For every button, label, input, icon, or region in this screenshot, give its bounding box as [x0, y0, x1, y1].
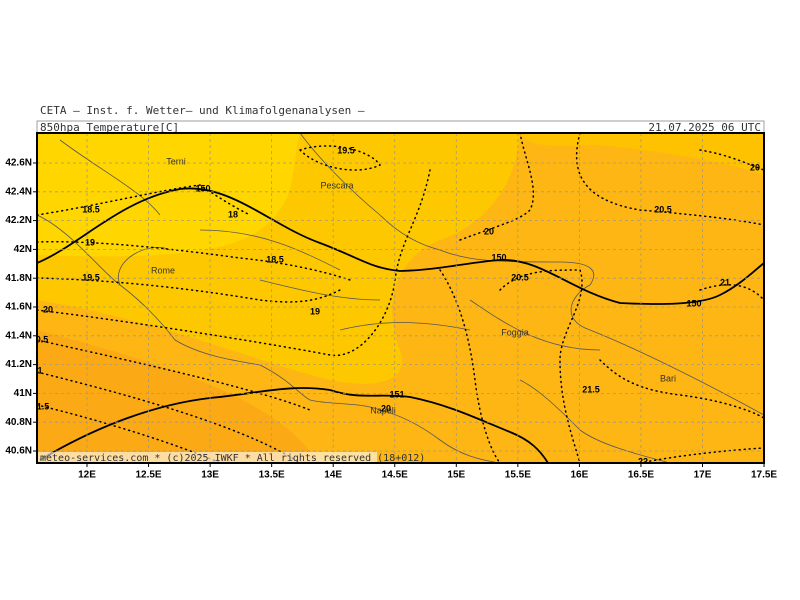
- contour-label: 20: [381, 403, 391, 413]
- mid-field-east: [520, 133, 764, 175]
- cool-field: [37, 133, 300, 257]
- graticule: [37, 133, 764, 463]
- contour-label: 150: [491, 252, 506, 262]
- lat-label: 42.6N: [5, 158, 32, 169]
- lat-label: 41.6N: [5, 302, 32, 313]
- lat-label: 41.4N: [5, 330, 32, 341]
- lon-label: 17E: [694, 470, 712, 481]
- map-frame: [36, 132, 765, 464]
- contour-label: 1: [37, 365, 42, 375]
- header-title: CETA – Inst. f. Wetter– und Klimafolgena…: [40, 104, 365, 117]
- city-label: Napoli: [370, 405, 396, 415]
- lat-label: 40.8N: [5, 417, 32, 428]
- lat-label: 41.2N: [5, 359, 32, 370]
- contour-label: 150: [195, 183, 210, 193]
- lat-label: 42.2N: [5, 215, 32, 226]
- lon-label: 13E: [201, 470, 219, 481]
- city-label: Bari: [660, 373, 676, 383]
- city-label: Rome: [151, 265, 175, 275]
- contour-label: 19.5: [337, 145, 355, 155]
- coastline: [37, 133, 764, 463]
- contour-label: 1.5: [37, 401, 50, 411]
- map-labels: Terni Pescara Rome Foggia Napoli Bari 19.5 18 15…: [36, 145, 760, 466]
- contour-label: 18: [228, 209, 238, 219]
- contour-label: 21.5: [582, 384, 600, 394]
- city-label: Pescara: [320, 180, 353, 190]
- lat-label: 40.6N: [5, 446, 32, 457]
- contour-label: 20: [750, 162, 760, 172]
- lat-label: 41.8N: [5, 273, 32, 284]
- field-name: 850hpa_Temperature[C]: [40, 121, 179, 134]
- city-label: Foggia: [501, 327, 529, 337]
- footer-bar: [37, 452, 377, 463]
- contour-label: 19.5: [82, 272, 100, 282]
- contour-label: 19: [310, 306, 320, 316]
- lon-label: 15.5E: [505, 470, 531, 481]
- contour-label: 20: [484, 226, 494, 236]
- contour-label: 20: [43, 304, 53, 314]
- contour-label: 19: [85, 237, 95, 247]
- contour-label: 21: [720, 277, 730, 287]
- contour-label: 18.5: [82, 204, 100, 214]
- lon-label: 12E: [78, 470, 96, 481]
- contour-label: 18.5: [266, 254, 284, 264]
- contour-label: 20.5: [511, 272, 529, 282]
- lon-label: 13.5E: [259, 470, 285, 481]
- contour-label: 150: [686, 298, 701, 308]
- lon-label: 12.5E: [135, 470, 161, 481]
- contour-label: 151: [389, 389, 404, 399]
- city-label: Terni: [166, 156, 186, 166]
- lat-label: 42.4N: [5, 186, 32, 197]
- lat-label: 41N: [14, 388, 32, 399]
- lon-label: 16.5E: [628, 470, 654, 481]
- footer-credit: meteo-services.com * (c)2025 IWKF * All …: [40, 453, 425, 464]
- contour-label: 0.5: [36, 334, 49, 344]
- lon-label: 14.5E: [382, 470, 408, 481]
- lon-label: 14E: [324, 470, 342, 481]
- warm-field-sw: [37, 330, 320, 463]
- lon-label: 17.5E: [751, 470, 777, 481]
- valid-time: 21.07.2025 06 UTC: [648, 121, 761, 134]
- axes: 42.6N 42.4N 42.2N 42N 41.8N 41.6N 41.4N 41.2N 41…: [5, 158, 777, 481]
- lat-label: 42N: [14, 244, 32, 255]
- lon-label: 15E: [447, 470, 465, 481]
- lon-label: 16E: [571, 470, 589, 481]
- map-area: Terni Pescara Rome Foggia Napoli Bari 19.5 18 15…: [36, 133, 764, 466]
- height-contour: [37, 187, 764, 463]
- contour-label: 20.5: [654, 204, 672, 214]
- contour-label: 22: [638, 456, 648, 466]
